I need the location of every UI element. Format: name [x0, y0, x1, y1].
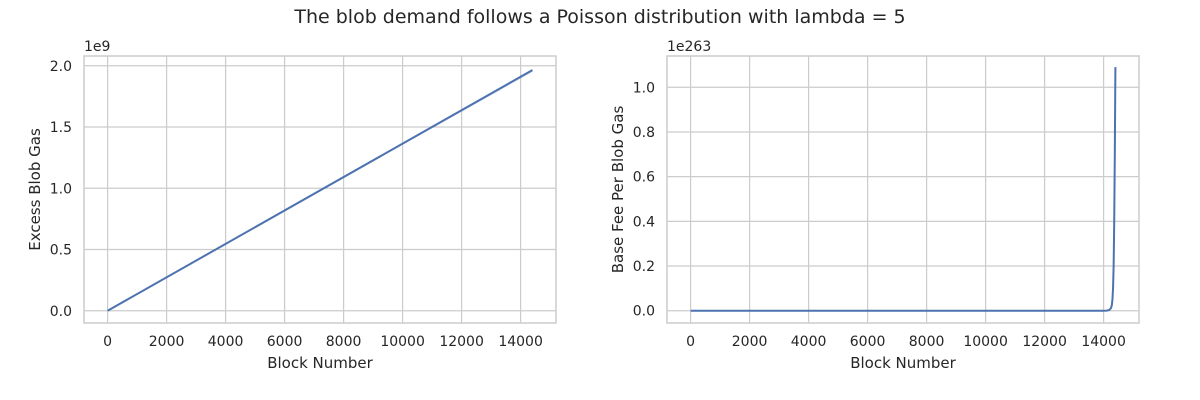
- basefee-y-tick-label: 0.2: [633, 259, 655, 275]
- excess-x-axis-label: Block Number: [267, 354, 373, 372]
- excess-x-tick-label: 10000: [380, 334, 425, 350]
- figure-suptitle: The blob demand follows a Poisson distri…: [293, 6, 905, 28]
- basefee-axes-frame: [666, 55, 1140, 324]
- basefee-x-tick-label: 8000: [909, 334, 945, 350]
- excess-scale-offset-label: 1e9: [84, 39, 110, 55]
- excess-series-line: [107, 69, 533, 312]
- basefee-x-axis-label: Block Number: [850, 354, 956, 372]
- excess-y-axis-label: Excess Blob Gas: [26, 128, 44, 251]
- excess-x-tick-label: 6000: [267, 334, 303, 350]
- excess-x-tick-label: 8000: [326, 334, 362, 350]
- excess-x-tick-label: 4000: [208, 334, 244, 350]
- basefee-x-tick-label: 14000: [1081, 334, 1126, 350]
- excess-x-tick-label: 14000: [498, 334, 543, 350]
- excess-y-tick-label: 2.0: [50, 59, 72, 75]
- basefee-series-line: [690, 67, 1117, 312]
- excess-axes-frame: [83, 55, 557, 324]
- excess-x-tick-label: 2000: [149, 334, 185, 350]
- basefee-x-tick-label: 6000: [850, 334, 886, 350]
- chart-base-fee-per-blob-gas: 0 2000 4000 6000 8000 10000 12000 14000 0.0 0.2 0.…: [609, 39, 1140, 372]
- basefee-y-tick-label: 0.4: [633, 214, 655, 230]
- basefee-x-tick-label: 2000: [732, 334, 768, 350]
- basefee-x-tick-label: 4000: [791, 334, 827, 350]
- basefee-y-tick-label: 0.8: [633, 125, 655, 141]
- basefee-x-tick-label: 0: [686, 334, 695, 350]
- basefee-y-axis-label: Base Fee Per Blob Gas: [609, 106, 627, 274]
- chart-excess-blob-gas: 0 2000 4000 6000 8000 10000 12000 14000 0.0 0.5 1.…: [26, 39, 557, 372]
- basefee-y-tick-label: 0.0: [633, 304, 655, 320]
- basefee-y-tick-label: 0.6: [633, 170, 655, 186]
- excess-y-tick-label: 1.5: [50, 120, 72, 136]
- basefee-x-tick-label: 12000: [1022, 334, 1067, 350]
- excess-x-tick-label: 0: [103, 334, 112, 350]
- basefee-y-tick-label: 1.0: [633, 80, 655, 96]
- basefee-scale-offset-label: 1e263: [667, 39, 711, 55]
- excess-y-tick-label: 0.0: [50, 304, 72, 320]
- excess-y-tick-label: 0.5: [50, 243, 72, 259]
- excess-y-tick-label: 1.0: [50, 181, 72, 197]
- basefee-x-tick-label: 10000: [963, 334, 1008, 350]
- excess-x-tick-label: 12000: [439, 334, 484, 350]
